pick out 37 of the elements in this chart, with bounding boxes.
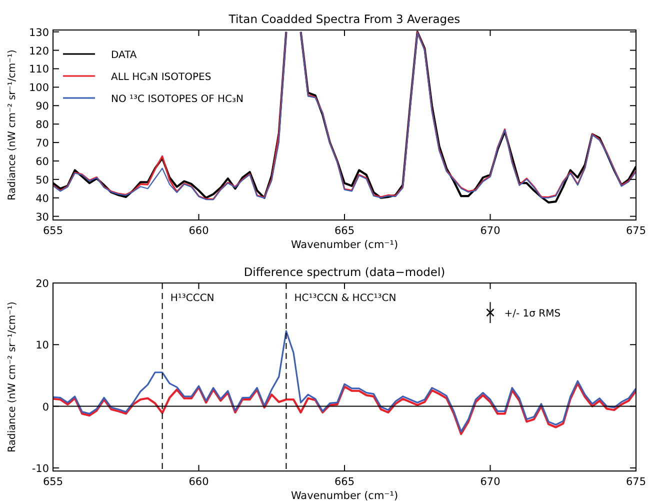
y-tick-label: 10 [36,340,49,352]
x-tick-label: 655 [42,225,64,237]
x-tick-label: 655 [42,476,64,488]
y-axis-title: Radiance (nW cm⁻² sr⁻¹/cm⁻¹) [7,50,18,200]
y-tick-label: 100 [28,82,49,94]
x-tick-label: 675 [626,225,646,237]
ref-line-label: H¹³CCCN [170,293,214,304]
legend-label: DATA [111,50,137,61]
y-tick-label: 90 [36,100,49,113]
y-tick-label: 70 [36,138,49,150]
chart-title: Titan Coadded Spectra From 3 Averages [228,12,460,26]
x-axis-title: Wavenumber (cm⁻¹) [290,239,398,251]
x-tick-label: 670 [480,476,500,488]
y-tick-label: 40 [36,192,49,205]
x-tick-label: 660 [188,225,209,237]
chart-title: Difference spectrum (data−model) [244,265,446,279]
ref-line-label: HC¹³CCN & HCC¹³CN [294,293,396,304]
y-tick-label: 80 [36,119,49,132]
y-tick-label: 20 [36,278,49,290]
series-label: +/- 1σ RMS [504,308,561,320]
y-tick-label: 120 [28,45,49,58]
y-tick-label: -10 [32,462,49,475]
x-axis-title: Wavenumber (cm⁻¹) [290,490,398,501]
legend-label: ALL HC₃N ISOTOPES [111,72,212,83]
y-tick-label: 60 [36,156,49,168]
y-axis-title: Radiance (nW cm⁻² sr⁻¹/cm⁻¹) [7,302,18,452]
x-tick-label: 665 [334,225,355,237]
y-tick-label: 30 [36,211,49,224]
x-tick-label: 675 [626,476,646,488]
x-tick-label: 670 [480,225,500,237]
x-tick-label: 660 [188,476,209,488]
y-tick-label: 130 [28,26,49,39]
legend-label: NO ¹³C ISOTOPES OF HC₃N [111,94,244,105]
y-tick-label: 0 [42,401,49,414]
y-tick-label: 110 [28,64,49,76]
x-tick-label: 665 [334,476,355,488]
y-tick-label: 50 [36,174,49,186]
